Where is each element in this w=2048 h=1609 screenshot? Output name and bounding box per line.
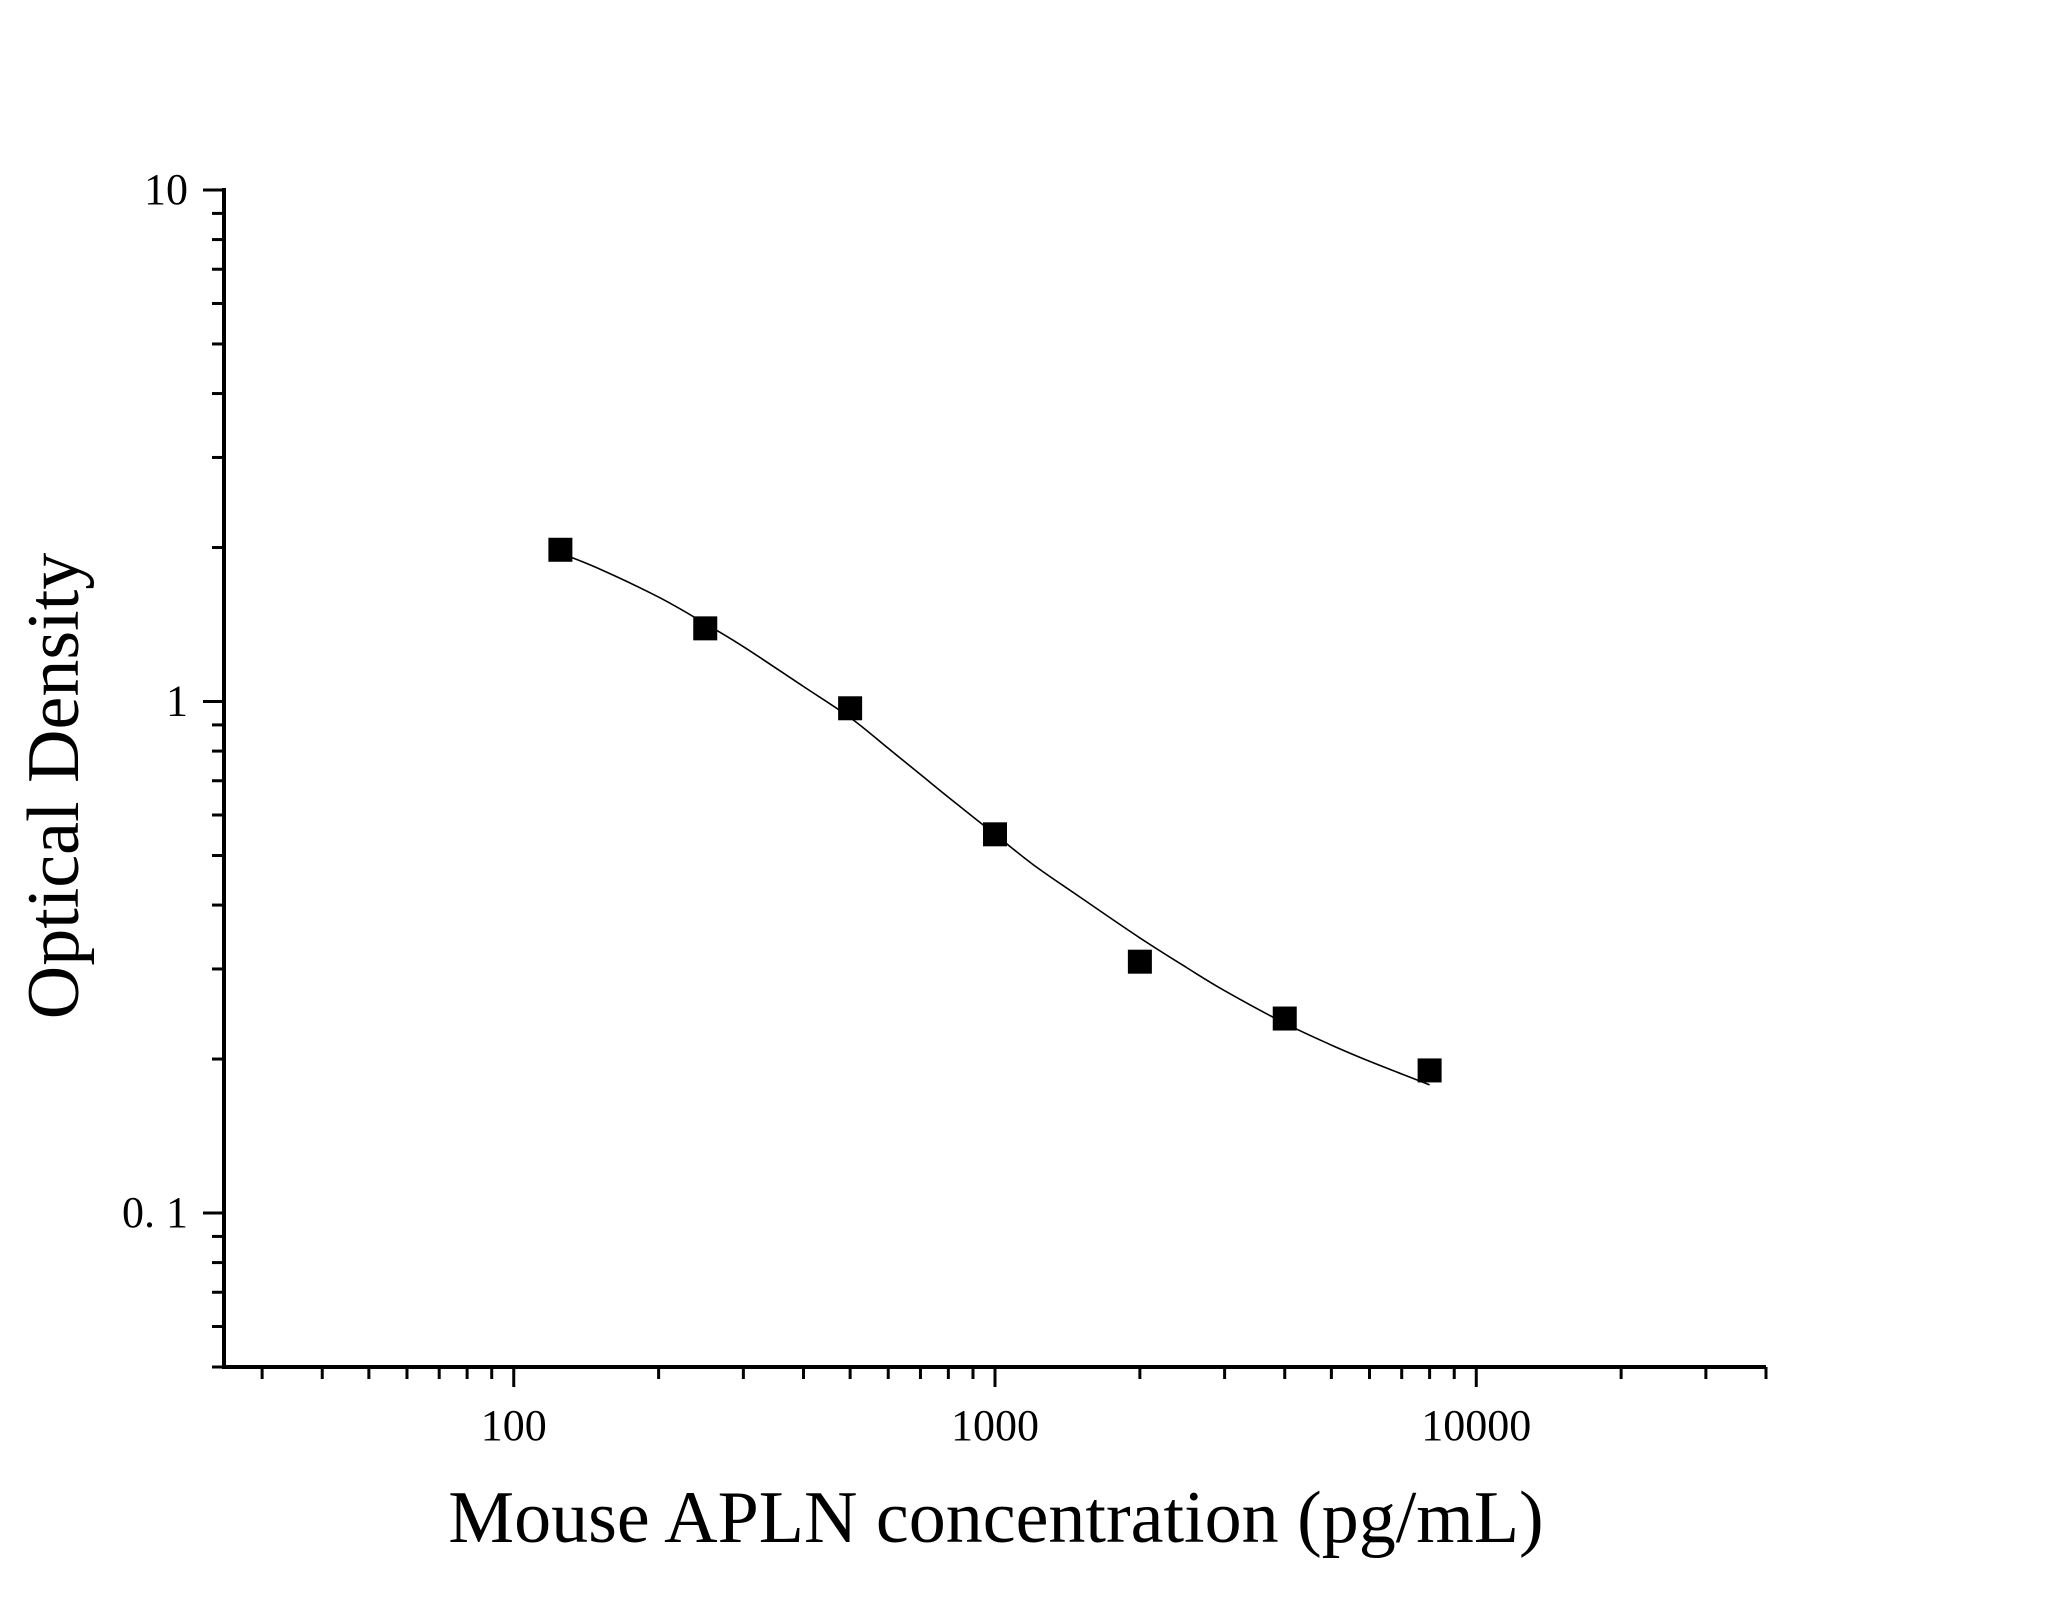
data-markers: [548, 537, 1442, 1083]
x-tick-label: 10000: [1421, 1401, 1531, 1450]
fit-curve: [560, 552, 1430, 1086]
data-point: [1272, 1006, 1297, 1031]
y-axis-title: Optical Density: [13, 553, 95, 1020]
data-point: [983, 822, 1007, 847]
axes: [222, 188, 1766, 1369]
data-point: [838, 696, 863, 721]
data-point: [1127, 949, 1152, 974]
y-tick-label: 1: [166, 677, 188, 726]
x-tick-label: 1000: [951, 1401, 1039, 1450]
ticks: [203, 188, 1768, 1387]
x-tick-label: 100: [481, 1401, 547, 1450]
tick-labels: 100 1000 10000 0. 1 1 10: [122, 165, 1531, 1450]
data-point: [548, 537, 573, 562]
data-point: [1417, 1058, 1442, 1083]
y-tick-label: 0. 1: [122, 1188, 188, 1237]
x-axis-title: Mouse APLN concentration (pg/mL): [448, 1477, 1543, 1559]
y-tick-label: 10: [144, 165, 188, 214]
data-point: [693, 616, 718, 641]
